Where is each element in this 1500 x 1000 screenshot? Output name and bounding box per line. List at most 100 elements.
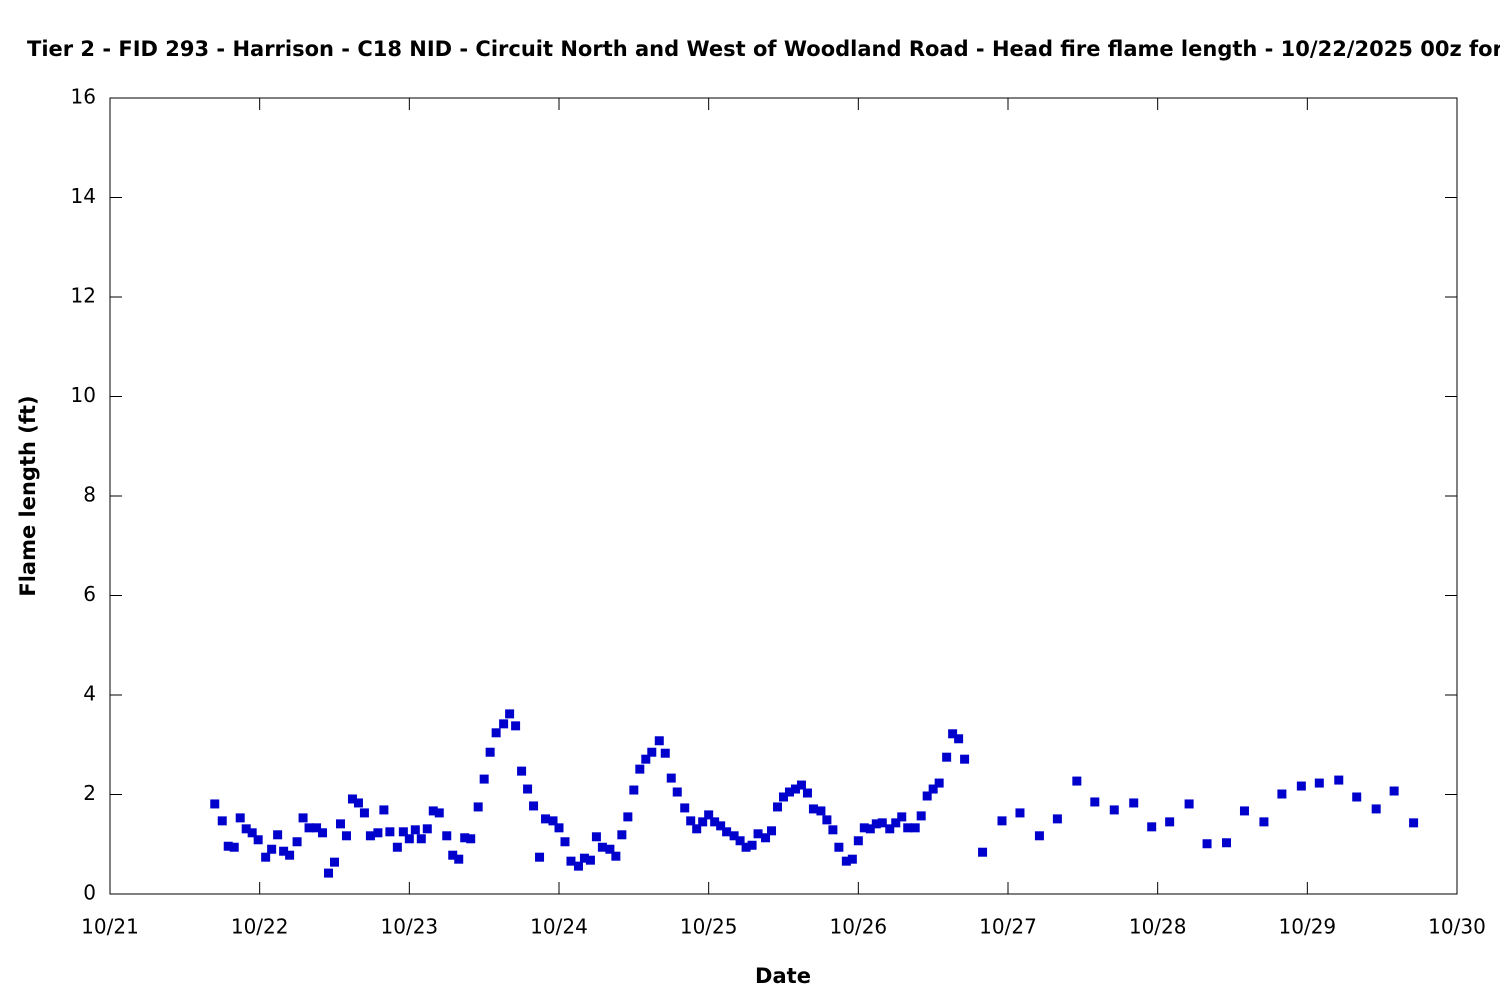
- point: [591, 832, 601, 842]
- point: [229, 842, 239, 852]
- point: [729, 831, 739, 841]
- x-tick-label: 10/30: [1428, 915, 1486, 939]
- point: [654, 736, 664, 746]
- y-tick-label: 16: [71, 85, 96, 109]
- point: [853, 836, 863, 846]
- point: [773, 802, 783, 812]
- point: [442, 831, 452, 841]
- point: [779, 792, 788, 802]
- point: [1222, 838, 1232, 848]
- point: [335, 819, 345, 829]
- point: [454, 854, 464, 864]
- point: [312, 823, 322, 833]
- point: [597, 842, 607, 852]
- point: [716, 821, 726, 831]
- point: [460, 833, 470, 843]
- point: [680, 803, 690, 813]
- point: [434, 808, 444, 818]
- point: [1409, 818, 1419, 828]
- point: [747, 840, 757, 850]
- chart-title: Tier 2 - FID 293 - Harrison - C18 NID - …: [27, 37, 1500, 61]
- point: [865, 824, 875, 834]
- point: [253, 835, 263, 845]
- point: [978, 847, 988, 857]
- point: [617, 830, 627, 840]
- point: [784, 787, 794, 797]
- point: [261, 852, 271, 862]
- point: [802, 788, 812, 798]
- point: [1129, 798, 1139, 808]
- x-tick-label: 10/24: [530, 915, 588, 939]
- point: [473, 802, 483, 812]
- point: [735, 836, 745, 846]
- point: [347, 794, 357, 804]
- point: [704, 810, 714, 820]
- point: [511, 721, 521, 731]
- x-tick-label: 10/23: [381, 915, 439, 939]
- point: [698, 817, 708, 827]
- y-tick-label: 14: [71, 184, 96, 208]
- point: [1052, 814, 1062, 824]
- point: [1371, 804, 1381, 814]
- point: [847, 854, 857, 864]
- point: [1165, 817, 1175, 827]
- point: [885, 824, 895, 834]
- point: [529, 801, 539, 811]
- point: [241, 824, 251, 834]
- point: [834, 842, 844, 852]
- point: [491, 728, 501, 738]
- point: [292, 837, 302, 847]
- point: [422, 824, 432, 834]
- point: [948, 729, 958, 739]
- point: [410, 825, 420, 835]
- x-tick-label: 10/21: [81, 915, 139, 939]
- point: [318, 828, 328, 838]
- point: [666, 773, 676, 783]
- point: [741, 842, 751, 852]
- point: [499, 719, 509, 729]
- x-axis-label: Date: [755, 964, 811, 988]
- point: [385, 827, 395, 837]
- point: [485, 747, 495, 757]
- point: [353, 798, 363, 808]
- point: [298, 813, 308, 823]
- point: [548, 816, 558, 826]
- point: [871, 819, 881, 829]
- point: [1296, 781, 1306, 791]
- point: [398, 827, 408, 837]
- point: [223, 841, 233, 851]
- point: [535, 852, 545, 862]
- point: [466, 834, 476, 844]
- point: [611, 851, 621, 861]
- point: [285, 850, 295, 860]
- point: [1072, 776, 1082, 786]
- point: [903, 823, 913, 833]
- point: [916, 811, 926, 821]
- x-tick-label: 10/28: [1129, 915, 1187, 939]
- point: [541, 814, 551, 824]
- point: [605, 844, 615, 854]
- point: [954, 734, 964, 744]
- point: [273, 830, 283, 840]
- point: [1314, 778, 1324, 788]
- x-tick-label: 10/26: [830, 915, 888, 939]
- point: [247, 828, 257, 838]
- point: [859, 823, 869, 833]
- point: [1090, 797, 1100, 807]
- point: [623, 812, 633, 822]
- point: [566, 856, 576, 866]
- point: [808, 804, 818, 814]
- point: [828, 825, 838, 835]
- point: [523, 784, 533, 794]
- point: [635, 764, 645, 774]
- point: [1259, 817, 1269, 827]
- point: [997, 816, 1007, 826]
- point: [686, 816, 696, 826]
- point: [641, 754, 651, 764]
- point: [891, 818, 901, 828]
- point: [1389, 786, 1399, 796]
- point: [841, 856, 851, 866]
- point: [210, 799, 220, 809]
- point: [1034, 831, 1044, 841]
